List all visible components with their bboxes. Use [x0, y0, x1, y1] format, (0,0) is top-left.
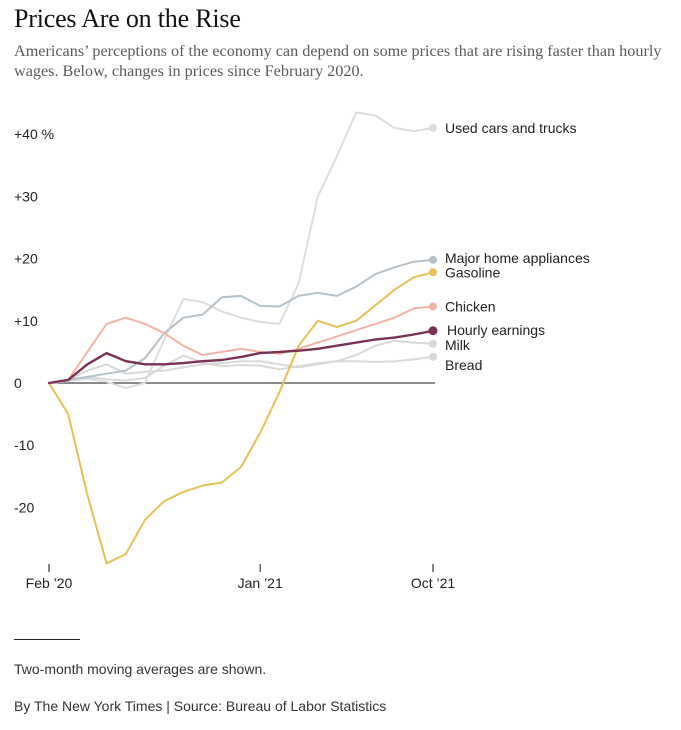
series-endpoint-gasoline — [429, 268, 437, 277]
line-chart: +40 % +30 +20 +10 0 -10 -20 Feb ’20 Jan ’21 Oct … — [14, 111, 590, 591]
series-endpoint-used-cars-and-trucks — [429, 123, 437, 132]
series-endpoint-major-home-appliances — [429, 255, 437, 264]
series-labels: Used cars and trucks Major home appliance… — [428, 120, 590, 373]
footnote: Two-month moving averages are shown. — [14, 661, 267, 677]
series-label-milk: Milk — [445, 337, 471, 353]
series-label-hourly-earnings: Hourly earnings — [447, 322, 545, 338]
page-subtitle: Americans’ perceptions of the economy ca… — [14, 42, 662, 80]
series-line-gasoline — [48, 271, 434, 565]
x-tick-label: Feb ’20 — [26, 575, 73, 591]
y-tick-label: -10 — [14, 437, 34, 453]
series-label-gasoline: Gasoline — [445, 264, 500, 280]
y-tick-label: +10 — [14, 313, 38, 329]
source-credit: By The New York Times | Source: Bureau o… — [14, 698, 387, 714]
series-endpoint-bread — [429, 352, 437, 361]
series-line-used-cars-and-trucks — [48, 111, 434, 389]
y-tick-label: +40 % — [14, 126, 54, 142]
y-tick-label: +20 — [14, 251, 38, 267]
series-endpoint-hourly-earnings — [428, 326, 438, 336]
y-tick-label: 0 — [14, 375, 22, 391]
y-tick-label: +30 — [14, 188, 38, 204]
series-endpoint-milk — [429, 339, 437, 348]
series-line-major-home-appliances — [48, 258, 434, 384]
x-tick-label: Oct ’21 — [411, 575, 456, 591]
y-axis: +40 % +30 +20 +10 0 -10 -20 — [14, 126, 54, 515]
series-lines — [47, 111, 435, 565]
footer-divider — [14, 639, 80, 640]
series-line-hourly-earnings — [47, 329, 435, 385]
series-label-bread: Bread — [445, 357, 482, 373]
series-label-major-home-appliances: Major home appliances — [445, 250, 590, 266]
y-tick-label: -20 — [14, 499, 34, 515]
series-endpoint-chicken — [429, 302, 437, 311]
x-axis: Feb ’20 Jan ’21 Oct ’21 — [26, 564, 456, 591]
series-line-bread — [48, 354, 434, 384]
x-tick-label: Jan ’21 — [238, 575, 283, 591]
page-title: Prices Are on the Rise — [14, 4, 241, 33]
series-line-chicken — [48, 305, 434, 384]
series-label-chicken: Chicken — [445, 298, 496, 314]
series-line-milk — [48, 339, 434, 384]
series-label-used-cars-and-trucks: Used cars and trucks — [445, 120, 577, 136]
